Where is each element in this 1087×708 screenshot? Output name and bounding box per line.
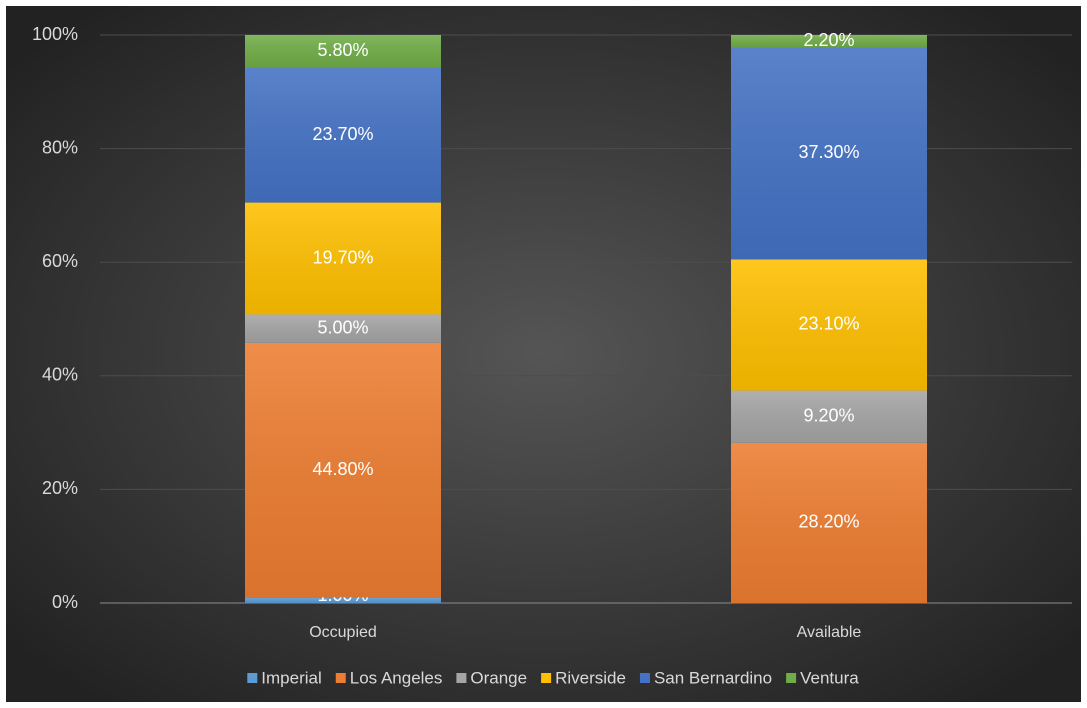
bar-shade xyxy=(245,314,441,343)
legend-swatch xyxy=(786,673,797,683)
bar-shade xyxy=(731,259,927,391)
data-label: 28.20% xyxy=(798,512,859,532)
y-tick-label: 40% xyxy=(42,365,78,385)
bar-shade xyxy=(731,390,927,443)
data-label: 37.30% xyxy=(798,142,859,162)
legend-swatch xyxy=(639,673,650,683)
legend-swatch xyxy=(247,673,258,683)
y-tick-label: 0% xyxy=(52,592,78,612)
legend-label: Imperial xyxy=(261,668,321,687)
bar-shade xyxy=(731,47,927,260)
bar-shade xyxy=(731,35,927,48)
legend-label: Ventura xyxy=(800,668,859,687)
data-label: 19.70% xyxy=(312,247,373,267)
y-tick-label: 60% xyxy=(42,251,78,271)
y-tick-label: 20% xyxy=(42,478,78,498)
bar-shade xyxy=(245,202,441,315)
bar-shade xyxy=(245,342,441,598)
data-label: 5.00% xyxy=(317,317,368,337)
x-tick-label: Occupied xyxy=(309,624,377,641)
legend-label: San Bernardino xyxy=(654,668,772,687)
data-label: 9.20% xyxy=(803,405,854,425)
legend-swatch xyxy=(541,673,552,683)
bar-shade xyxy=(245,597,441,603)
legend-swatch xyxy=(456,673,467,683)
legend-label: Los Angeles xyxy=(350,668,443,687)
legend-label: Orange xyxy=(470,668,527,687)
bar-shade xyxy=(245,35,441,68)
x-tick-label: Available xyxy=(797,624,862,641)
data-label: 23.10% xyxy=(798,314,859,334)
data-label: 23.70% xyxy=(312,124,373,144)
y-tick-label: 80% xyxy=(42,137,78,157)
data-label: 44.80% xyxy=(312,459,373,479)
y-tick-label: 100% xyxy=(32,24,78,44)
bar-shade xyxy=(245,67,441,203)
data-label: 2.20% xyxy=(803,30,854,50)
legend-label: Riverside xyxy=(555,668,626,687)
bar-shade xyxy=(731,442,927,603)
legend-swatch xyxy=(335,673,346,683)
data-label: 5.80% xyxy=(317,40,368,60)
